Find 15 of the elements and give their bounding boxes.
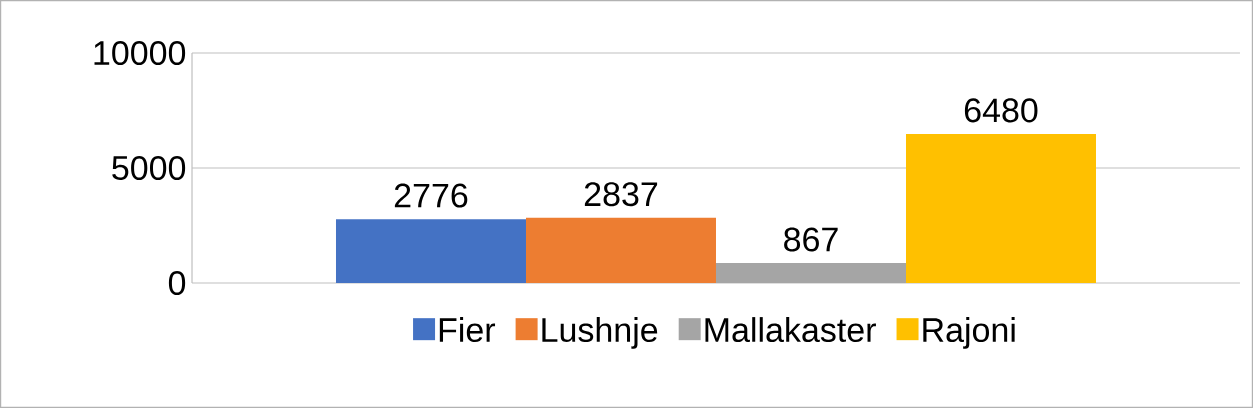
- bar: [905, 133, 1096, 283]
- legend-label: Lushnje: [542, 317, 658, 349]
- bar: [715, 263, 906, 283]
- bar: [335, 219, 526, 283]
- y-tick-label: 0: [168, 270, 186, 296]
- data-label: 2776: [394, 183, 468, 208]
- bar: [525, 217, 716, 283]
- legend-label: Mallakaster: [705, 317, 876, 343]
- data-label: 867: [784, 227, 838, 252]
- data-label: 6480: [964, 98, 1038, 123]
- legend-label: Fier: [439, 317, 496, 343]
- data-label: 2837: [584, 182, 658, 207]
- y-tick-label: 5000: [112, 155, 186, 181]
- legend-label: Rajoni: [923, 317, 1015, 349]
- y-tick-label: 10000: [94, 40, 186, 66]
